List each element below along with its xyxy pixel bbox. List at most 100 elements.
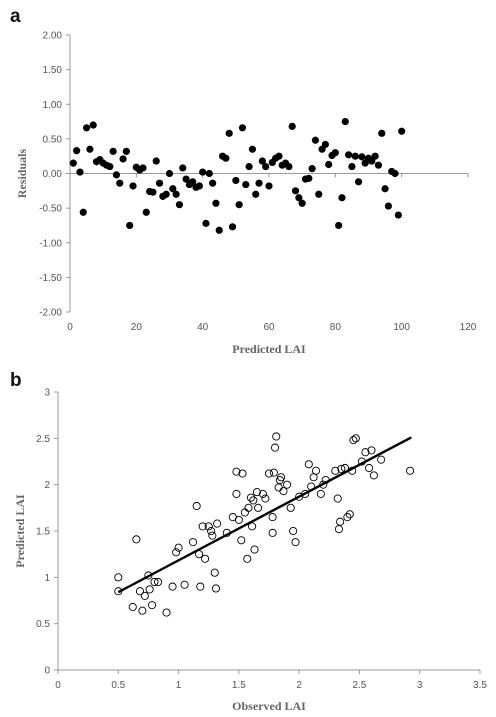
chart-b-point <box>196 582 205 591</box>
chart-a-point <box>321 140 329 149</box>
chart-b-y-tick-label: 1.5 <box>36 527 50 538</box>
chart-b-point <box>337 464 346 473</box>
chart-a-y-tick-label: 0.50 <box>43 134 63 145</box>
chart-a-y-axis-label: Residuals <box>15 149 29 199</box>
chart-a-x-tick-label: 20 <box>131 322 143 333</box>
chart-a-point <box>232 176 240 185</box>
chart-a-y-tick-label: 1.50 <box>43 65 63 76</box>
chart-a-point <box>205 169 213 178</box>
chart-b-point <box>316 489 325 498</box>
chart-b-point <box>147 601 157 610</box>
chart-a-point <box>112 171 121 179</box>
chart-b-point <box>252 488 261 497</box>
chart-a-point <box>252 190 260 198</box>
chart-b-point <box>180 580 189 589</box>
chart-b-point <box>168 582 177 591</box>
chart-a-point <box>222 154 230 162</box>
chart-a-point <box>69 159 77 167</box>
chart-b-point <box>132 535 141 544</box>
chart-a-point <box>169 185 177 193</box>
chart-b-point <box>361 448 370 457</box>
chart-b-point <box>268 528 277 537</box>
chart-a-point <box>311 136 320 144</box>
chart-b-point <box>304 460 313 469</box>
chart-a-point <box>82 124 91 132</box>
chart-a-point <box>335 221 343 230</box>
chart-a-point <box>179 164 187 172</box>
chart-b-point <box>140 591 149 600</box>
chart-b-point <box>283 480 292 489</box>
chart-a-x-tick-label: 120 <box>460 322 477 333</box>
chart-a-point <box>195 182 203 190</box>
chart-b-x-axis-label: Observed LAI <box>232 699 306 713</box>
chart-a-point <box>162 190 170 198</box>
chart-a-point <box>209 179 217 187</box>
chart-a-point <box>235 201 243 209</box>
chart-b-point <box>204 522 213 531</box>
chart-a-point <box>248 145 257 153</box>
chart-b-point <box>340 463 350 473</box>
chart-b-point <box>154 577 163 587</box>
chart-a-point <box>139 164 147 172</box>
chart-b-point <box>243 554 252 563</box>
chart-a-point <box>89 121 97 129</box>
chart-b-point <box>331 466 340 475</box>
chart-a-point <box>189 178 197 186</box>
chart-a-point <box>225 129 233 137</box>
chart-b-point <box>286 503 295 512</box>
chart-a-point <box>298 199 306 207</box>
chart-b-point <box>269 468 278 477</box>
chart-a-point <box>122 147 130 155</box>
chart-b-y-tick-label: 2.5 <box>36 434 50 445</box>
chart-b-point <box>349 436 358 445</box>
chart-b-x-tick-label: 2.5 <box>352 680 366 691</box>
chart-b-point <box>232 467 241 476</box>
chart-b-x-tick-label: 2 <box>296 680 302 691</box>
chart-a-point <box>129 182 137 190</box>
chart-b-point <box>238 469 247 478</box>
chart-a-point <box>116 179 124 187</box>
chart-a-point <box>374 161 383 169</box>
chart-a-point <box>358 153 366 161</box>
chart-b-point <box>377 455 386 464</box>
chart-a-x-tick-label: 40 <box>197 322 209 333</box>
chart-a-x-tick-label: 60 <box>263 322 275 333</box>
chart-a-y-tick-label: -1.00 <box>39 238 62 249</box>
chart-a-point <box>152 157 160 165</box>
chart-b-point <box>268 513 277 522</box>
chart-a-x-tick-label: 0 <box>67 322 73 333</box>
chart-b-point <box>311 466 321 475</box>
chart-a-y-tick-label: -1.50 <box>39 273 62 284</box>
chart-b-point <box>264 469 274 478</box>
chart-a-point <box>338 194 346 202</box>
chart-b-fit-line <box>117 436 412 594</box>
chart-b-point <box>138 606 147 615</box>
chart-a-point <box>73 147 81 155</box>
chart-a-y-tick-label: -0.50 <box>39 204 62 215</box>
chart-a-y-tick-label: -2.00 <box>39 308 62 319</box>
chart-b-point <box>334 525 343 534</box>
chart-a-point <box>199 168 207 176</box>
chart-b-point <box>351 434 360 443</box>
chart-b-point <box>279 487 288 496</box>
chart-b-point <box>258 489 268 498</box>
chart-a-point <box>275 152 283 160</box>
chart-b-point <box>254 503 263 512</box>
chart-a-y-tick-label: 1.00 <box>43 100 63 111</box>
chart-b-point <box>365 463 374 473</box>
chart-a-point <box>371 152 379 160</box>
chart-a-point <box>348 162 356 171</box>
chart-a-point <box>255 179 263 187</box>
chart-b-point <box>321 475 330 485</box>
chart-a-point <box>285 162 293 171</box>
chart-b-point <box>248 522 257 531</box>
chart-b-point <box>270 443 280 452</box>
chart-b-point <box>307 482 316 491</box>
chart-b-point <box>343 513 352 522</box>
chart-b-point <box>198 522 207 531</box>
chart-a-point <box>288 122 296 131</box>
chart-a-point <box>398 127 406 135</box>
chart-a-x-tick-label: 100 <box>393 322 410 333</box>
chart-b-point <box>289 526 298 536</box>
chart-b-point <box>246 493 255 502</box>
